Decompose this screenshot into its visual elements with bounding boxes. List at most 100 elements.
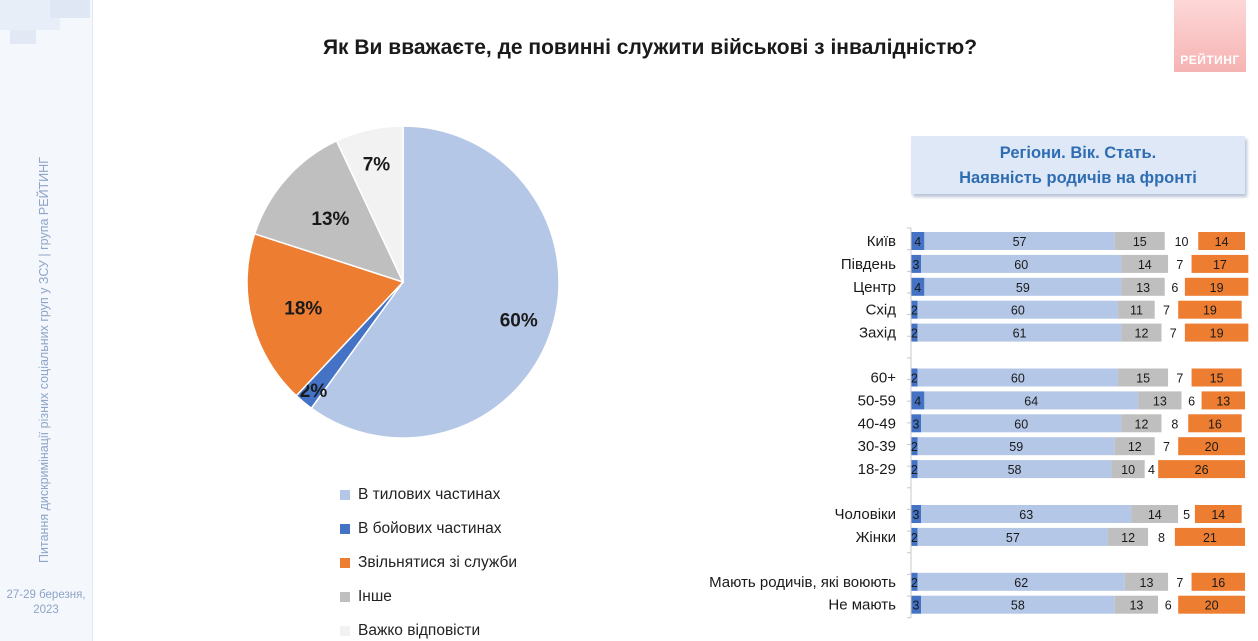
- logo: РЕЙТИНГ: [1174, 0, 1246, 72]
- bar-segment: [917, 368, 1119, 387]
- bar-segment: [1184, 277, 1249, 296]
- bar-segment: [911, 254, 922, 273]
- sidebar: Питання дискримінації різних соціальних …: [0, 0, 93, 641]
- bar-segment-label: 3: [913, 258, 920, 272]
- bar-segment-label: 58: [1011, 599, 1025, 613]
- bar-segment: [1114, 232, 1165, 250]
- bar-segment-label: 60: [1014, 258, 1028, 272]
- pie-slice: [246, 232, 405, 397]
- bar-segment-label: 10: [1175, 235, 1189, 249]
- bar-segment-label: 57: [1006, 531, 1020, 545]
- pie-slice: [295, 281, 404, 410]
- bar-segment: [917, 572, 1125, 591]
- bar-row-label: 60+: [871, 370, 897, 387]
- bar-segment-label: 7: [1176, 258, 1183, 272]
- bar-segment: [911, 572, 918, 591]
- bar-segment-label: 60: [1011, 304, 1025, 318]
- legend-item: Звільнятися зі служби: [340, 546, 517, 580]
- bar-segment: [1121, 323, 1162, 342]
- bar-segment: [911, 505, 922, 523]
- pie-legend: В тилових частинах В бойових частинах Звіл…: [340, 478, 517, 641]
- bar-segment-label: 3: [913, 599, 920, 613]
- bar-segment-label: 26: [1195, 463, 1209, 477]
- legend-item: В тилових частинах: [340, 478, 517, 512]
- bar-segment: [1198, 232, 1245, 250]
- bar-segment: [921, 505, 1132, 523]
- legend-item: В бойових частинах: [340, 512, 517, 546]
- bar-row-label: Центр: [853, 279, 896, 296]
- bar-segment: [1158, 460, 1245, 479]
- bar-segment: [1181, 391, 1202, 410]
- bar-segment-label: 59: [1009, 440, 1023, 454]
- bar-segment-label: 7: [1163, 440, 1170, 454]
- legend-swatch: [340, 524, 350, 534]
- bar-segment: [1124, 572, 1169, 591]
- bar-segment: [1178, 300, 1242, 319]
- bar-segment: [1201, 391, 1245, 410]
- pie-slice: [335, 125, 404, 283]
- bar-segment-label: 8: [1158, 531, 1165, 545]
- bar-segment-label: 6: [1171, 281, 1178, 295]
- breakdown-header: Регіони. Вік. Стать. Наявність родичів н…: [911, 136, 1245, 194]
- bar-segment: [1191, 368, 1242, 387]
- bar-segment-label: 13: [1153, 394, 1167, 408]
- bar-segment: [1121, 254, 1169, 273]
- bar-row-label: 18-29: [858, 461, 896, 478]
- bar-segment-label: 7: [1170, 327, 1177, 341]
- breakdown-header-line2: Наявність родичів на фронті: [959, 169, 1197, 187]
- bar-segment-label: 12: [1135, 327, 1149, 341]
- bar-segment: [911, 595, 922, 614]
- bar-segment-label: 4: [914, 235, 921, 249]
- bar-segment: [1188, 414, 1242, 433]
- page-title: Як Ви вважаєте, де повинні служити війсь…: [322, 36, 978, 59]
- bar-segment-label: 61: [1013, 327, 1027, 341]
- bar-segment: [1164, 277, 1185, 296]
- bar-segment-label: 19: [1203, 304, 1217, 318]
- legend-swatch: [340, 490, 350, 500]
- bar-segment-label: 7: [1163, 304, 1170, 318]
- bar-segment-label: 60: [1011, 372, 1025, 386]
- bar-row-label: 40-49: [858, 415, 896, 432]
- breakdown-header-line1: Регіони. Вік. Стать.: [999, 144, 1157, 162]
- bar-segment: [1138, 391, 1182, 410]
- bar-segment: [911, 460, 918, 479]
- bar-segment-label: 57: [1013, 235, 1027, 249]
- bar-segment-label: 64: [1024, 394, 1038, 408]
- bar-row-label: Південь: [841, 256, 896, 273]
- legend-label: В бойових частинах: [358, 520, 502, 537]
- legend-item: Важко відповісти: [340, 614, 517, 641]
- bar-segment: [921, 595, 1115, 614]
- bar-segment-label: 4: [914, 394, 921, 408]
- survey-date-line2: 2023: [33, 604, 59, 616]
- bar-segment-label: 63: [1019, 508, 1033, 522]
- bar-segment-label: 8: [1171, 417, 1178, 431]
- bar-segment: [1131, 505, 1179, 523]
- legend-label: В тилових частинах: [358, 486, 501, 503]
- bar-segment-label: 2: [911, 440, 918, 454]
- bar-segment-label: 14: [1148, 508, 1162, 522]
- bar-segment: [917, 460, 1112, 479]
- bar-segment: [1161, 414, 1189, 433]
- bar-segment: [911, 277, 925, 296]
- survey-date: 27-29 березня, 2023: [0, 588, 92, 618]
- bar-row-label: Жінки: [856, 529, 896, 546]
- bar-segment-label: 7: [1176, 372, 1183, 386]
- bar-segment: [1114, 595, 1159, 614]
- pie-slice-label: 60%: [500, 311, 538, 332]
- bar-segment: [1154, 300, 1179, 319]
- bar-segment: [1178, 437, 1245, 456]
- bar-segment: [1121, 414, 1162, 433]
- bar-segment-label: 19: [1210, 281, 1224, 295]
- bar-segment: [924, 277, 1122, 296]
- bar-segment: [921, 414, 1122, 433]
- bar-segment-label: 5: [1183, 508, 1190, 522]
- bar-segment-label: 4: [1148, 463, 1155, 477]
- bar-segment-label: 6: [1165, 599, 1172, 613]
- bar-segment: [911, 437, 918, 456]
- bar-segment-label: 21: [1203, 531, 1217, 545]
- bar-segment-label: 17: [1213, 258, 1227, 272]
- bar-segment: [1174, 527, 1245, 546]
- bar-segment: [1168, 254, 1192, 273]
